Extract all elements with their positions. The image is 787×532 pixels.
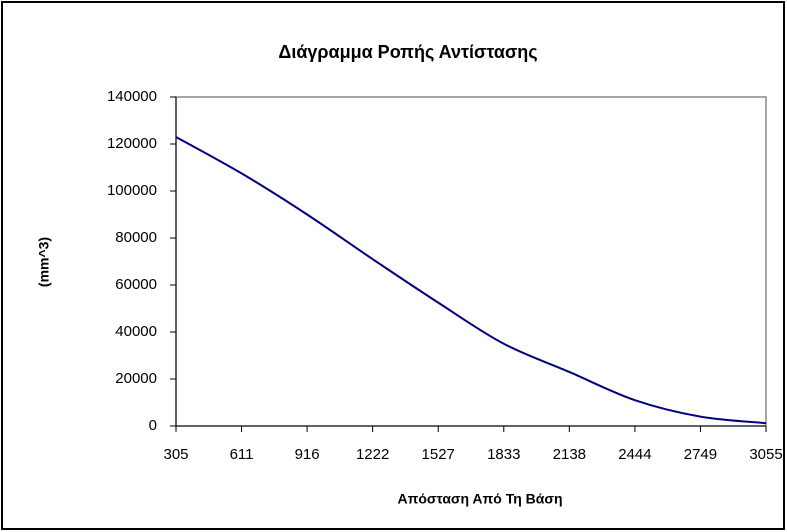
x-tick-label: 2138 <box>553 446 586 463</box>
x-tick-label: 1222 <box>356 446 389 463</box>
chart-title: Διάγραμμα Ροπής Αντίστασης <box>278 42 537 62</box>
x-tick-label: 916 <box>295 446 320 463</box>
x-tick-label: 1833 <box>487 446 520 463</box>
y-tick-label: 40000 <box>115 323 157 340</box>
x-tick-label: 2749 <box>684 446 717 463</box>
y-tick-label: 20000 <box>115 370 157 387</box>
x-tick-label: 1527 <box>422 446 455 463</box>
y-tick-label: 0 <box>149 417 157 434</box>
y-tick-label: 140000 <box>107 88 157 105</box>
x-axis-label: Απόσταση Από Τη Βάση <box>398 491 563 507</box>
y-tick-label: 120000 <box>107 135 157 152</box>
x-tick-label: 2444 <box>618 446 651 463</box>
series-line <box>175 136 767 425</box>
x-tick-label: 3055 <box>749 446 782 463</box>
y-axis-label: (mm^3) <box>36 237 52 287</box>
x-tick-label: 305 <box>163 446 188 463</box>
y-tick-label: 100000 <box>107 182 157 199</box>
y-tick-label: 80000 <box>115 229 157 246</box>
y-tick-label: 60000 <box>115 276 157 293</box>
x-tick-label: 611 <box>230 446 254 463</box>
